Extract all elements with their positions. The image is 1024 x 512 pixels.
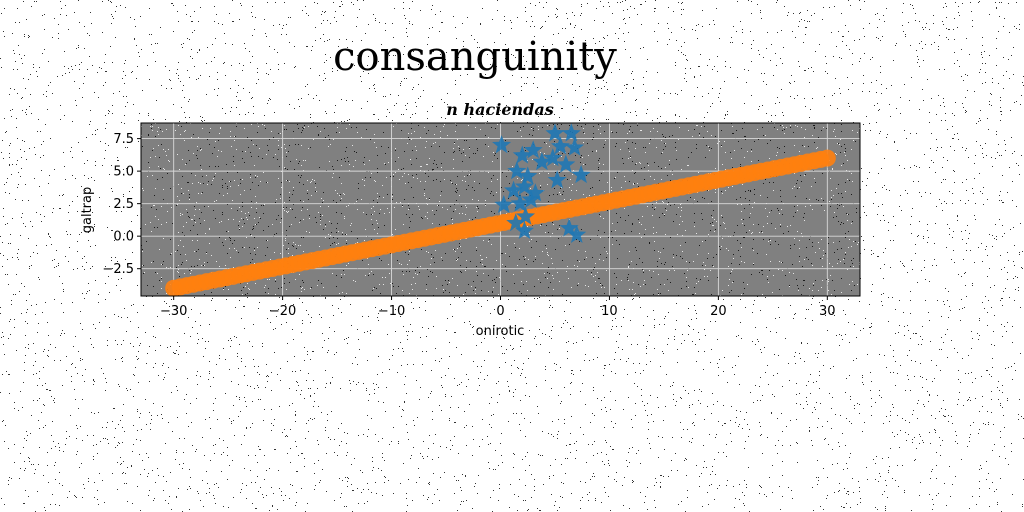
x-tick-label: −20 bbox=[269, 304, 296, 319]
blue-star-point bbox=[521, 189, 541, 208]
blue-star-point bbox=[543, 148, 563, 167]
x-tick-label: 20 bbox=[710, 304, 727, 319]
x-axis-ticks: −30 −20 −10 0 10 20 30 bbox=[160, 296, 836, 319]
series-orange-circles bbox=[165, 149, 836, 297]
y-tick-label: 0.0 bbox=[113, 230, 134, 245]
y-tick-label: 2.5 bbox=[113, 197, 134, 212]
y-tick-label: 7.5 bbox=[113, 132, 134, 147]
blue-star-point bbox=[550, 136, 570, 155]
blue-star-point bbox=[494, 194, 514, 214]
series-blue-stars bbox=[492, 123, 591, 243]
x-tick-label: 10 bbox=[601, 304, 618, 319]
blue-star-point bbox=[507, 161, 527, 180]
blue-star-point bbox=[565, 137, 585, 156]
y-tick-label: 5.0 bbox=[113, 165, 134, 180]
figure-suptitle: consanguinity bbox=[333, 34, 617, 80]
blue-star-point bbox=[525, 183, 545, 202]
x-tick-label: 0 bbox=[496, 304, 504, 319]
blue-star-point bbox=[492, 135, 512, 154]
x-tick-label: 30 bbox=[819, 304, 836, 319]
blue-star-point bbox=[510, 193, 530, 212]
plot-area bbox=[140, 122, 861, 297]
blue-star-point bbox=[518, 166, 538, 185]
y-tick-label: −2.5 bbox=[102, 262, 134, 277]
chart-title: n haciendas bbox=[446, 100, 553, 119]
blue-star-point bbox=[514, 176, 534, 195]
blue-star-point bbox=[523, 140, 543, 159]
x-tick-label: −10 bbox=[378, 304, 405, 319]
blue-star-point bbox=[514, 220, 534, 240]
x-tick-label: −30 bbox=[160, 304, 187, 319]
blue-star-point bbox=[556, 154, 576, 173]
blue-star-point bbox=[571, 165, 591, 184]
blue-star-point bbox=[547, 170, 567, 189]
blue-star-point bbox=[567, 224, 587, 243]
blue-star-point bbox=[504, 180, 524, 199]
blue-star-point bbox=[559, 218, 579, 237]
orange-point bbox=[818, 149, 836, 167]
blue-star-point bbox=[532, 152, 552, 171]
blue-star-point bbox=[512, 145, 532, 164]
y-axis-label: galtrap bbox=[80, 187, 95, 234]
y-axis-ticks: −2.5 0.0 2.5 5.0 7.5 bbox=[102, 132, 141, 277]
x-axis-label: onirotic bbox=[476, 324, 525, 339]
blue-star-point bbox=[561, 123, 581, 142]
blue-star-point bbox=[516, 206, 536, 225]
blue-star-point bbox=[545, 123, 565, 142]
blue-star-point bbox=[506, 213, 526, 232]
